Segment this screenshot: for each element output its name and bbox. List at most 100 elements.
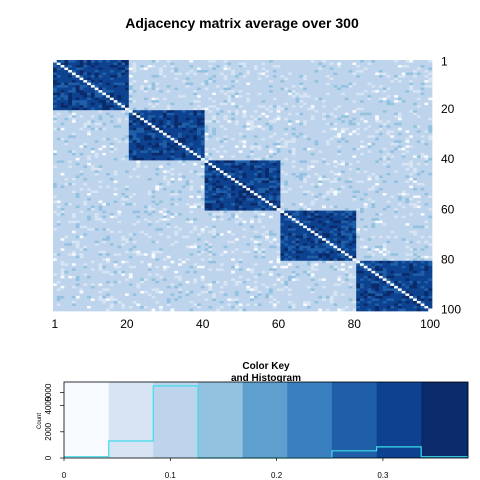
heatmap-cell <box>382 165 387 169</box>
heatmap-cell <box>147 65 152 68</box>
heatmap-cell <box>276 62 281 66</box>
heatmap-cell <box>140 65 145 68</box>
heatmap-cell <box>68 132 73 136</box>
heatmap-cell <box>322 150 327 154</box>
heatmap-cell <box>397 130 403 134</box>
heatmap-cell <box>87 105 92 109</box>
heatmap-cell <box>166 75 171 78</box>
heatmap-cell <box>265 167 270 171</box>
heatmap-cell <box>90 157 96 161</box>
heatmap-cell <box>215 70 221 73</box>
heatmap-cell <box>322 135 327 139</box>
heatmap-cell <box>348 110 353 114</box>
heatmap-cell <box>253 175 259 179</box>
heatmap-cell <box>337 137 342 141</box>
heatmap-cell <box>242 135 247 139</box>
heatmap-cell <box>136 70 141 73</box>
heatmap-cell <box>189 100 194 104</box>
heatmap-cell <box>87 112 92 116</box>
heatmap-cell <box>390 140 395 144</box>
heatmap-cell <box>348 62 353 66</box>
heatmap-cell <box>208 177 213 181</box>
heatmap-cell <box>246 132 251 136</box>
heatmap-cell <box>416 105 421 109</box>
heatmap-cell <box>371 167 376 171</box>
heatmap-cell <box>371 92 376 96</box>
heatmap-cell <box>318 150 323 154</box>
heatmap-cell <box>181 105 186 109</box>
heatmap-cell <box>284 87 289 91</box>
heatmap-cell <box>170 85 175 88</box>
heatmap-cell <box>181 92 186 96</box>
heatmap-cell <box>242 75 247 78</box>
heatmap-cell <box>333 135 338 139</box>
heatmap-cell <box>291 125 296 129</box>
heatmap-cell <box>246 110 251 114</box>
heatmap-cell <box>284 130 289 134</box>
heatmap-cell <box>166 87 171 91</box>
heatmap-cell <box>295 165 300 169</box>
heatmap-cell <box>106 102 111 106</box>
heatmap-cell <box>250 102 255 106</box>
heatmap-cell <box>325 155 331 159</box>
heatmap-cell <box>295 122 300 126</box>
heatmap-cell <box>132 105 137 109</box>
heatmap-cell <box>359 150 365 154</box>
heatmap-cell <box>280 102 285 106</box>
heatmap-cell <box>53 65 58 68</box>
heatmap-cell <box>333 117 338 121</box>
heatmap-cell <box>215 87 221 91</box>
heatmap-cell <box>371 115 376 119</box>
heatmap-cell <box>219 120 224 124</box>
heatmap-cell <box>322 170 327 174</box>
heatmap-cell <box>386 160 391 164</box>
heatmap-cell <box>287 70 293 73</box>
heatmap-cell <box>90 110 96 114</box>
heatmap-cell <box>204 177 209 181</box>
heatmap-cell <box>162 125 168 129</box>
heatmap-cell <box>71 70 77 73</box>
heatmap-cell <box>359 140 365 144</box>
heatmap-cell <box>250 157 255 161</box>
heatmap-cell <box>90 77 96 81</box>
heatmap-cell <box>299 137 304 141</box>
heatmap-cell <box>337 157 342 161</box>
heatmap-cell <box>143 87 149 91</box>
heatmap-cell <box>238 132 243 136</box>
heatmap-cell <box>314 132 319 136</box>
heatmap-cell <box>394 182 399 186</box>
heatmap-cell <box>132 95 137 98</box>
heatmap-cell <box>208 150 213 154</box>
heatmap-cell <box>75 90 80 93</box>
heatmap-cell <box>344 100 349 104</box>
heatmap-cell <box>109 130 114 134</box>
heatmap-cell <box>299 82 304 86</box>
heatmap-cell <box>162 172 168 176</box>
heatmap-cell <box>394 177 399 181</box>
heatmap-cell <box>420 80 425 83</box>
heatmap-cell <box>401 100 406 104</box>
heatmap-cell <box>257 62 262 66</box>
heatmap-cell <box>227 107 232 111</box>
heatmap-cell <box>322 127 327 131</box>
heatmap-cell <box>140 67 145 71</box>
heatmap-cell <box>113 110 118 114</box>
heatmap-cell <box>212 137 217 141</box>
heatmap-cell <box>325 77 331 81</box>
heatmap-cell <box>265 132 270 136</box>
heatmap-cell <box>253 122 259 126</box>
heatmap-cell <box>386 67 391 71</box>
heatmap-cell <box>428 165 433 169</box>
heatmap-cell <box>136 90 141 93</box>
heatmap-cell <box>109 150 114 154</box>
heatmap-cell <box>79 132 84 136</box>
heatmap-cell <box>53 80 58 83</box>
heatmap-cell <box>299 77 304 81</box>
heatmap-cell <box>219 82 224 86</box>
heatmap-cell <box>371 60 376 63</box>
heatmap-cell <box>121 182 126 186</box>
heatmap-cell <box>174 127 179 131</box>
heatmap-cell <box>291 72 296 76</box>
heatmap-cell <box>87 137 92 141</box>
heatmap-cell <box>291 160 296 164</box>
